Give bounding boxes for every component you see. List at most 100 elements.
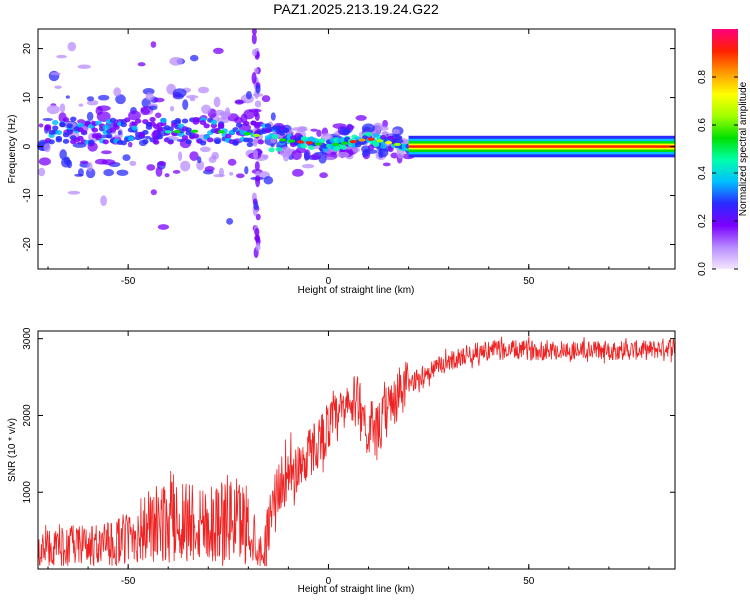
spectrogram-blob — [358, 138, 366, 142]
spectrogram-blob — [288, 139, 296, 143]
spectrogram-blob — [52, 125, 59, 131]
spectrogram-blob — [109, 117, 117, 123]
spectrogram-blob — [314, 151, 328, 156]
spectrogram-blob — [86, 100, 99, 106]
spectrogram-blob — [301, 163, 315, 169]
x-tick-label: 50 — [523, 576, 535, 587]
spectrogram-blob — [199, 120, 207, 126]
spectrogram-blob — [381, 131, 388, 136]
spectrogram-blob — [181, 118, 189, 124]
spectrogram-blob — [48, 139, 55, 145]
spectrogram-blob — [390, 152, 399, 159]
spectrogram-blob — [78, 103, 84, 107]
snr-y-ticks: 1000 2000 3000 — [22, 327, 675, 503]
snr-panel: -50 0 50 1000 2000 3000 Height of straight l… — [7, 327, 676, 595]
spectrogram-blob — [88, 139, 95, 145]
spectrogram-blob — [164, 173, 170, 178]
spectrogram-blob — [87, 161, 93, 172]
spectrogram-blob — [79, 160, 89, 164]
spectrogram-carrier-band — [408, 145, 675, 148]
y-tick-label: 3000 — [22, 327, 33, 350]
spectrogram-blob — [252, 48, 258, 57]
colorbar: 0.0 0.2 0.4 0.6 0.8 Normalized spectral ampl… — [697, 29, 749, 276]
spectrogram-blob — [229, 171, 234, 176]
spectrogram-blob — [224, 107, 231, 117]
spectrogram-blob — [361, 123, 376, 133]
spectrogram-blob — [310, 128, 318, 132]
spectrogram-blob — [208, 156, 217, 163]
spectrogram-blob — [86, 96, 95, 102]
snr-axes-frame — [37, 330, 676, 570]
spectrogram-blob — [324, 156, 335, 161]
spectrogram-blob — [65, 95, 70, 99]
spectrogram-blob — [270, 112, 276, 121]
spectrogram-blob — [173, 130, 181, 134]
spectrogram-blob — [251, 72, 257, 84]
spectrogram-blob — [380, 143, 387, 149]
spectrogram-blob — [244, 166, 249, 175]
y-tick-label: -10 — [22, 188, 33, 203]
spectrogram-blob — [213, 173, 225, 178]
spectrogram-blob — [255, 213, 261, 221]
spectrogram-blob — [291, 149, 302, 161]
spectrogram-blob — [332, 142, 340, 147]
spectrogram-blob — [150, 189, 157, 196]
spectrogram-blob — [97, 94, 110, 101]
spectrogram-blob — [186, 95, 199, 99]
spectrogram-blob — [382, 162, 391, 167]
spectrogram-blob — [215, 109, 225, 116]
spectrogram-blob — [102, 124, 109, 130]
spectrogram-blob — [226, 217, 234, 225]
spectrogram-blob — [199, 146, 211, 153]
spectrogram-blob — [296, 140, 304, 144]
spectrogram-blob — [355, 114, 367, 121]
x-tick-label: 50 — [523, 276, 535, 287]
spectrogram-blob — [351, 147, 360, 153]
spectrogram-blob — [189, 151, 199, 161]
spectrogram-blob — [279, 146, 293, 158]
spectrogram-blob — [314, 142, 322, 146]
spectrogram-blob — [234, 99, 244, 105]
y-tick-label: 10 — [22, 92, 33, 104]
spectrogram-blob — [254, 100, 262, 108]
spectrogram-blob — [167, 139, 174, 145]
spectrogram-blob — [59, 122, 66, 128]
spectrogram-blob — [365, 131, 373, 137]
spectrogram-blob — [376, 139, 384, 143]
spectrogram-blob — [44, 124, 52, 130]
spectrogram-blob — [213, 96, 221, 108]
spectrogram-blob — [244, 132, 252, 136]
spectrogram-blob — [362, 150, 369, 158]
spectrogram-blob — [235, 122, 243, 128]
spectrogram-blob — [124, 117, 131, 123]
spectrogram-blob — [245, 91, 252, 100]
spectrogram-blob — [114, 134, 120, 138]
colorbar-tick-label: 0.2 — [697, 214, 708, 228]
spectrogram-blob — [149, 117, 156, 123]
spectrogram-blob — [116, 169, 129, 176]
colorbar-tick-label: 0.8 — [697, 70, 708, 84]
colorbar-tick-label: 0.4 — [697, 166, 708, 180]
spectrogram-blob — [340, 144, 347, 150]
spectrogram-blob — [189, 54, 199, 62]
spectrogram-blob — [164, 130, 172, 134]
spectrogram-blob — [253, 149, 259, 160]
spectrogram-blob — [127, 136, 135, 142]
y-tick-label: 0 — [22, 143, 33, 149]
spectrogram-blob — [385, 141, 393, 145]
spectrogram-x-ticks: -50 0 50 — [47, 29, 650, 287]
spectrogram-blob — [271, 134, 279, 140]
spectrogram-blob — [210, 119, 218, 125]
x-tick-label: -50 — [121, 276, 136, 287]
snr-y-label: SNR (10 * v/v) — [7, 418, 18, 482]
spectrogram-blob — [160, 118, 167, 124]
spectrogram-blob — [54, 85, 62, 89]
spectrogram-blob — [308, 145, 315, 151]
spectrogram-blob — [255, 243, 261, 252]
spectrogram-blob — [268, 147, 275, 153]
spectrogram-blob — [120, 140, 127, 146]
spectrogram-blob — [282, 128, 290, 134]
spectrogram-blob — [197, 86, 210, 94]
spectrogram-blob — [169, 105, 175, 112]
spectrogram-blob — [157, 161, 167, 167]
